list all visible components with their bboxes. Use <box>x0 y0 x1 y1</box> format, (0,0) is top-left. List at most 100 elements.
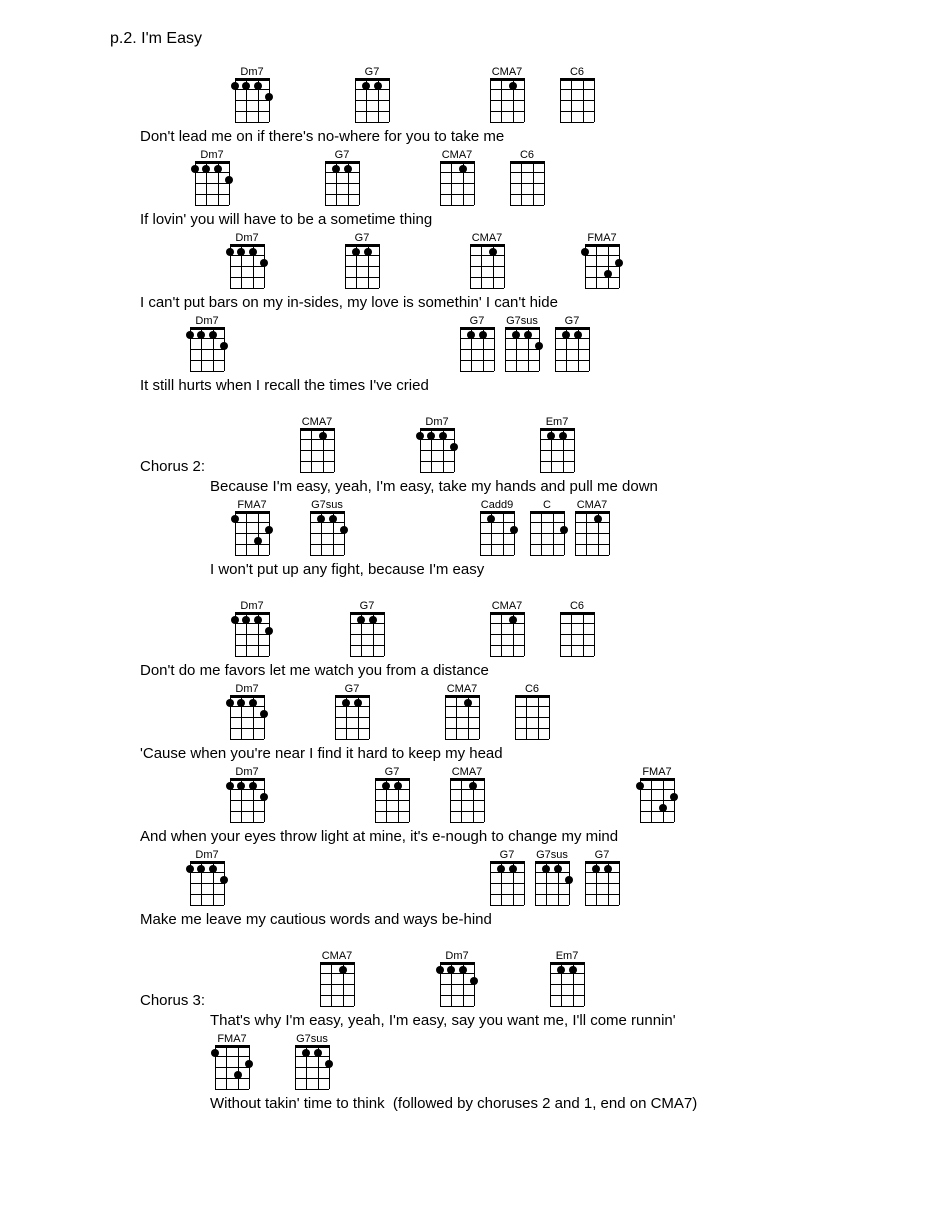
chord-label: C6 <box>515 683 549 695</box>
lyric-text: I can't put bars on my in-sides, my love… <box>140 294 910 311</box>
fretboard <box>215 1045 249 1089</box>
lyric-text: That's why I'm easy, yeah, I'm easy, say… <box>210 1012 910 1029</box>
chord-diagram: C6 <box>515 683 549 739</box>
chord-row: FMA7 G7sus Cadd9 C CMA7 <box>140 499 910 561</box>
fretboard <box>440 161 474 205</box>
lyric-line: CMA7Dm7Em7Chorus 2:Because I'm easy, yea… <box>140 416 910 495</box>
fretboard <box>300 428 334 472</box>
fretboard <box>540 428 574 472</box>
page: p.2. I'm Easy Dm7G7CMA7C6Don't lead me o… <box>0 0 950 1230</box>
chord-label: C6 <box>510 149 544 161</box>
chord-label: CMA7 <box>300 416 334 428</box>
fretboard <box>350 612 384 656</box>
chord-label: FMA7 <box>235 499 269 511</box>
lyric-text: Because I'm easy, yeah, I'm easy, take m… <box>210 478 910 495</box>
section: CMA7Dm7Em7Chorus 2:Because I'm easy, yea… <box>140 416 910 578</box>
lyric-text: And when your eyes throw light at mine, … <box>140 828 910 845</box>
chord-label: G7sus <box>535 849 569 861</box>
section-label: Chorus 3: <box>140 992 205 1009</box>
chord-diagram: Em7 <box>550 950 584 1006</box>
fretboard <box>355 78 389 122</box>
chord-label: G7sus <box>310 499 344 511</box>
chord-label: G7 <box>585 849 619 861</box>
fretboard <box>235 78 269 122</box>
lyric-text: 'Cause when you're near I find it hard t… <box>140 745 910 762</box>
chord-label: CMA7 <box>470 232 504 244</box>
chord-diagram: Dm7 <box>440 950 474 1006</box>
chord-label: Em7 <box>550 950 584 962</box>
chord-diagram: G7sus <box>310 499 344 555</box>
chord-row: Dm7G7CMA7FMA7 <box>140 232 910 294</box>
lyric-text: It still hurts when I recall the times I… <box>140 377 910 394</box>
chord-diagram: G7 <box>555 315 589 371</box>
section: CMA7 Dm7 Em7 Chorus 3: That's why I'm easy, … <box>140 950 910 1112</box>
chord-label: G7 <box>375 766 409 778</box>
chord-label: Dm7 <box>440 950 474 962</box>
lyric-text: Don't lead me on if there's no-where for… <box>140 128 910 145</box>
chord-diagram: G7sus <box>505 315 539 371</box>
chord-diagram: CMA7 <box>320 950 354 1006</box>
chord-label: G7sus <box>295 1033 329 1045</box>
chord-diagram: CMA7 <box>575 499 609 555</box>
chord-label: Dm7 <box>190 849 224 861</box>
fretboard <box>195 161 229 205</box>
fretboard <box>320 962 354 1006</box>
chord-label: CMA7 <box>445 683 479 695</box>
chord-diagram: FMA7 <box>235 499 269 555</box>
chord-label: G7sus <box>505 315 539 327</box>
page-title: p.2. I'm Easy <box>110 30 910 48</box>
chord-label: CMA7 <box>490 66 524 78</box>
fretboard <box>310 511 344 555</box>
fretboard <box>420 428 454 472</box>
fretboard <box>575 511 609 555</box>
chord-label: FMA7 <box>640 766 674 778</box>
chord-label: Cadd9 <box>480 499 514 511</box>
fretboard <box>190 327 224 371</box>
fretboard <box>515 695 549 739</box>
fretboard <box>230 695 264 739</box>
chord-diagram: G7 <box>345 232 379 288</box>
fretboard <box>640 778 674 822</box>
chord-label: C <box>530 499 564 511</box>
chord-diagram: CMA7 <box>490 66 524 122</box>
fretboard <box>560 78 594 122</box>
chord-diagram: Em7 <box>540 416 574 472</box>
chord-diagram: G7sus <box>295 1033 329 1089</box>
chord-diagram: G7 <box>585 849 619 905</box>
fretboard <box>480 511 514 555</box>
chord-diagram: G7 <box>375 766 409 822</box>
chord-row: FMA7 G7sus <box>140 1033 910 1095</box>
fretboard <box>490 612 524 656</box>
fretboard <box>490 78 524 122</box>
chord-diagram: FMA7 <box>215 1033 249 1089</box>
chord-label: CMA7 <box>440 149 474 161</box>
chord-diagram: G7 <box>460 315 494 371</box>
chord-label: G7 <box>345 232 379 244</box>
chord-label: G7 <box>555 315 589 327</box>
lyric-line: Dm7 G7 G7sus G7 Make me leave my cautious wo… <box>140 849 910 928</box>
lyric-text: Make me leave my cautious words and ways… <box>140 911 910 928</box>
lyric-line: Dm7 G7 G7sus G7 It still hurts when I recall… <box>140 315 910 394</box>
chord-row: Dm7G7CMA7C6 <box>140 66 910 128</box>
chord-diagram: CMA7 <box>440 149 474 205</box>
chord-diagram: G7 <box>490 849 524 905</box>
section: Dm7G7CMA7C6Don't lead me on if there's n… <box>140 66 910 394</box>
fretboard <box>490 861 524 905</box>
chord-label: C6 <box>560 600 594 612</box>
chord-diagram: Dm7 <box>190 315 224 371</box>
lyric-line: Dm7G7CMA7FMA7I can't put bars on my in-s… <box>140 232 910 311</box>
chord-row: Dm7 G7 G7sus G7 <box>140 315 910 377</box>
chord-diagram: C6 <box>510 149 544 205</box>
chord-label: CMA7 <box>490 600 524 612</box>
chord-label: G7 <box>335 683 369 695</box>
fretboard <box>440 962 474 1006</box>
lyric-line: Dm7G7CMA7C6Don't lead me on if there's n… <box>140 66 910 145</box>
chord-row: Dm7 G7 G7sus G7 <box>140 849 910 911</box>
chord-diagram: Dm7 <box>195 149 229 205</box>
fretboard <box>470 244 504 288</box>
chord-label: CMA7 <box>320 950 354 962</box>
fretboard <box>375 778 409 822</box>
chord-diagram: C6 <box>560 600 594 656</box>
chord-diagram: C <box>530 499 564 555</box>
chord-diagram: CMA7 <box>300 416 334 472</box>
